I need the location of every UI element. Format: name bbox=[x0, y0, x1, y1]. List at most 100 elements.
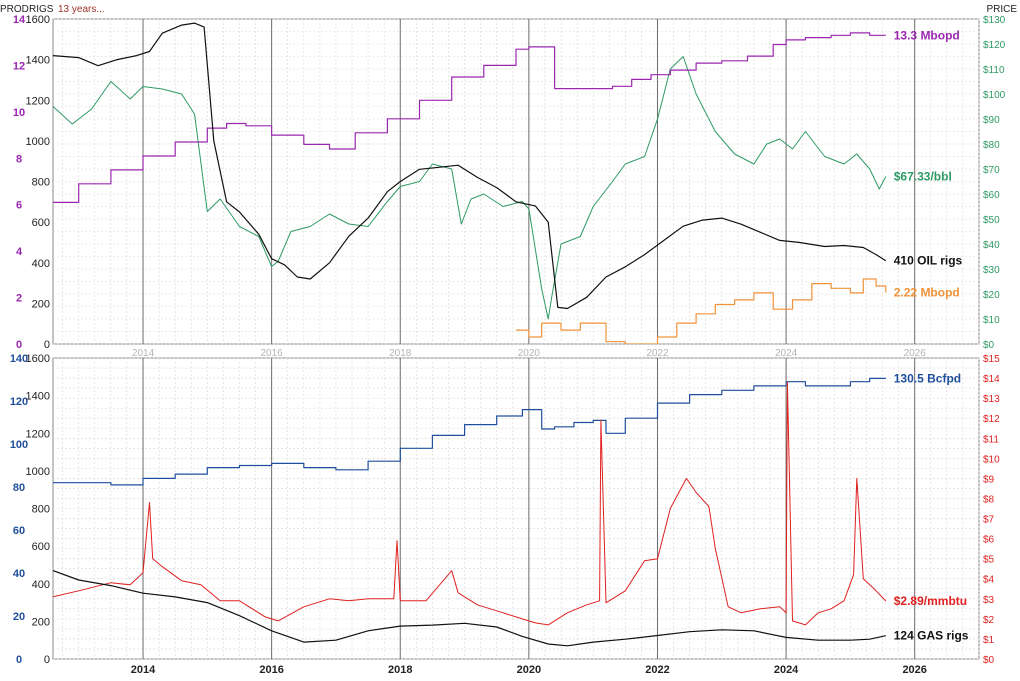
oil-price-tick-label: $100 bbox=[983, 90, 1006, 101]
oil-price-tick-label: $60 bbox=[983, 190, 1000, 201]
oil-rigs-tick-label: 1400 bbox=[26, 55, 50, 67]
oil-series-oil-rigs bbox=[53, 22, 887, 310]
gas-rigs-tick-label: 200 bbox=[32, 616, 50, 628]
gas-price-tick-label: $15 bbox=[983, 354, 1000, 365]
gas-rigs-tick-label: 400 bbox=[32, 579, 50, 591]
oil-prod-tick-label: 2 bbox=[16, 293, 22, 305]
gas-prod-tick-label: 40 bbox=[13, 568, 25, 580]
oil-label-other-prod: 2.22 Mbopd bbox=[894, 285, 960, 299]
gas-rigs-tick-label: 800 bbox=[32, 504, 50, 516]
oil-series-other-prod bbox=[516, 278, 887, 344]
oil-series-oil-price bbox=[53, 56, 887, 320]
oil-price-tick-label: $50 bbox=[983, 215, 1000, 226]
gas-prod-tick-label: 140 bbox=[10, 353, 28, 365]
prod-axis-caption: PROD bbox=[0, 4, 29, 15]
gas-prod-tick-label: 0 bbox=[16, 654, 22, 666]
oil-x-tick-label: 2014 bbox=[132, 348, 155, 359]
oil-x-tick-label: 2016 bbox=[261, 348, 284, 359]
gas-price-tick-label: $2 bbox=[983, 615, 995, 626]
gas-label-gas-price: $2.89/mmbtu bbox=[894, 594, 967, 608]
oil-price-tick-label: $70 bbox=[983, 165, 1000, 176]
gas-price-tick-label: $3 bbox=[983, 595, 995, 606]
oil-series-oil-prod bbox=[53, 32, 886, 203]
oil-rigs-tick-label: 800 bbox=[32, 177, 50, 189]
oil-prod-tick-label: 6 bbox=[16, 200, 22, 212]
oil-rigs-tick-label: 400 bbox=[32, 258, 50, 270]
gas-rigs-tick-label: 1400 bbox=[26, 391, 50, 403]
oil-rigs-tick-label: 1000 bbox=[26, 136, 50, 148]
gas-x-tick-label: 2014 bbox=[131, 664, 156, 676]
gas-x-tick-label: 2016 bbox=[259, 664, 283, 676]
oil-price-tick-label: $90 bbox=[983, 115, 1000, 126]
gas-series-gas-rigs bbox=[53, 570, 886, 647]
oil-label-oil-prod: 13.3 Mbopd bbox=[894, 28, 960, 42]
gas-price-tick-label: $5 bbox=[983, 555, 995, 566]
oil-price-tick-label: $40 bbox=[983, 240, 1000, 251]
gas-x-tick-label: 2020 bbox=[517, 664, 541, 676]
oil-prod-tick-label: 14 bbox=[13, 14, 26, 26]
gas-x-tick-label: 2024 bbox=[774, 664, 799, 676]
gas-prod-tick-label: 20 bbox=[13, 611, 25, 623]
gas-label-gas-prod: 130.5 Bcfpd bbox=[894, 371, 961, 385]
gas-label-gas-rigs: 124 GAS rigs bbox=[894, 629, 969, 643]
oil-price-tick-label: $30 bbox=[983, 265, 1000, 276]
oil-price-tick-label: $80 bbox=[983, 140, 1000, 151]
oil-rigs-tick-label: 200 bbox=[32, 298, 50, 310]
oil-x-tick-label: 2026 bbox=[904, 348, 927, 359]
oil-plot-area bbox=[52, 18, 980, 345]
gas-rigs-tick-label: 1200 bbox=[26, 428, 50, 440]
oil-x-tick-label: 2020 bbox=[518, 348, 541, 359]
gas-panel: 2014 2016 2018 2020 2022 2024 2026020406080100… bbox=[10, 353, 1000, 676]
gas-price-tick-label: $8 bbox=[983, 494, 995, 505]
gas-price-tick-label: $10 bbox=[983, 454, 1000, 465]
oil-prod-tick-label: 8 bbox=[16, 153, 22, 165]
gas-plot-area bbox=[52, 357, 980, 660]
oil-prod-tick-label: 0 bbox=[16, 339, 22, 351]
gas-price-tick-label: $11 bbox=[983, 434, 999, 445]
oil-price-tick-label: $0 bbox=[983, 340, 995, 351]
gas-price-tick-label: $4 bbox=[983, 575, 995, 586]
rigs-axis-caption: RIGS bbox=[29, 4, 54, 15]
oil-price-tick-label: $110 bbox=[983, 65, 1005, 76]
gas-prod-tick-label: 60 bbox=[13, 525, 25, 537]
oil-price-tick-label: $130 bbox=[983, 15, 1006, 26]
header-note: 13 years... bbox=[58, 4, 105, 15]
gas-rigs-tick-label: 600 bbox=[32, 541, 50, 553]
oil-prod-tick-label: 10 bbox=[13, 107, 25, 119]
oil-price-tick-label: $120 bbox=[983, 40, 1006, 51]
gas-price-tick-label: $14 bbox=[983, 374, 1000, 385]
gas-x-tick-label: 2018 bbox=[388, 664, 412, 676]
gas-rigs-tick-label: 1600 bbox=[26, 353, 50, 365]
oil-label-oil-rigs: 410 OIL rigs bbox=[894, 254, 963, 268]
gas-price-tick-label: $7 bbox=[983, 515, 995, 526]
gas-prod-tick-label: 100 bbox=[10, 439, 28, 451]
oil-prod-tick-label: 4 bbox=[16, 246, 23, 258]
oil-price-tick-label: $20 bbox=[983, 290, 1000, 301]
oil-rigs-tick-label: 0 bbox=[44, 339, 50, 351]
gas-price-tick-label: $13 bbox=[983, 394, 1000, 405]
gas-price-tick-label: $9 bbox=[983, 474, 995, 485]
oil-price-tick-label: $10 bbox=[983, 315, 1000, 326]
oil-x-tick-label: 2018 bbox=[389, 348, 412, 359]
gas-prod-tick-label: 80 bbox=[13, 482, 25, 494]
gas-price-tick-label: $6 bbox=[983, 535, 995, 546]
gas-rigs-tick-label: 1000 bbox=[26, 466, 50, 478]
gas-price-tick-label: $1 bbox=[983, 635, 995, 646]
gas-series-gas-price bbox=[53, 381, 887, 626]
gas-price-tick-label: $0 bbox=[983, 655, 995, 666]
oil-x-tick-label: 2024 bbox=[775, 348, 798, 359]
oil-rigs-tick-label: 600 bbox=[32, 217, 50, 229]
oil-prod-tick-label: 12 bbox=[13, 60, 25, 72]
gas-series-gas-prod bbox=[53, 377, 886, 486]
gas-x-tick-label: 2022 bbox=[645, 664, 669, 676]
oil-rigs-tick-label: 1200 bbox=[26, 95, 50, 107]
gas-prod-tick-label: 120 bbox=[10, 396, 28, 408]
gas-x-tick-label: 2026 bbox=[902, 664, 926, 676]
oil-panel: 2014 2016 2018 2020 2022 2024 2026024681012140… bbox=[13, 14, 1006, 359]
price-axis-caption: PRICE bbox=[986, 4, 1017, 15]
oil-label-oil-price: $67.33/bbl bbox=[894, 170, 952, 184]
oil-rigs-tick-label: 1600 bbox=[26, 14, 50, 26]
oil-x-tick-label: 2022 bbox=[646, 348, 669, 359]
